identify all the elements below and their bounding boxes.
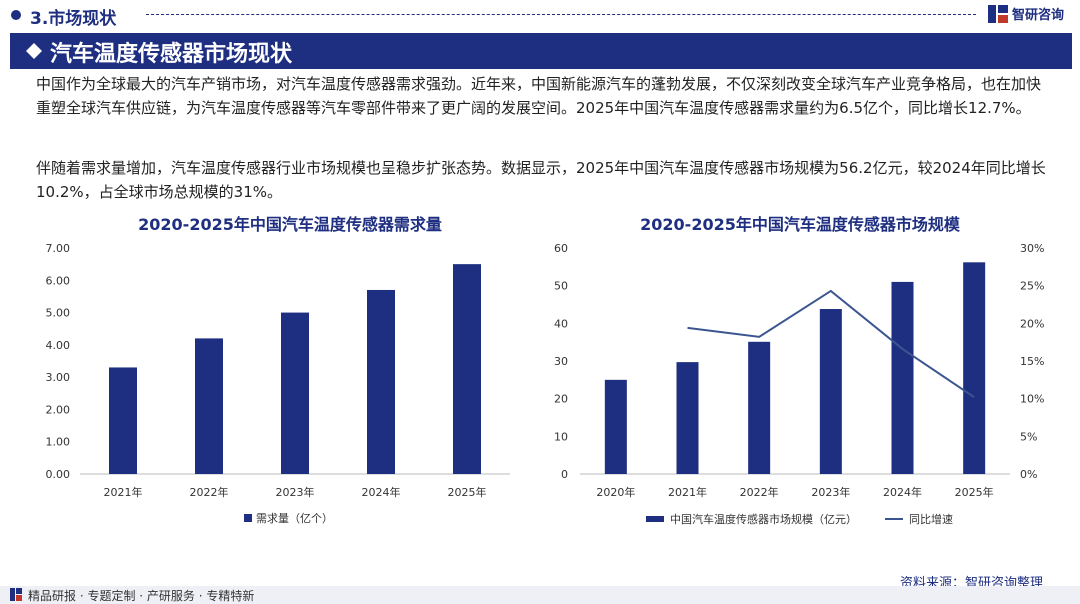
legend-swatch	[244, 514, 252, 522]
title-banner: 汽车温度传感器市场现状	[10, 33, 1072, 69]
y-tick-label: 4.00	[46, 339, 71, 352]
x-tick-label: 2023年	[276, 485, 315, 499]
demand-bar	[453, 264, 481, 474]
diamond-icon	[26, 43, 42, 59]
header-divider	[146, 14, 976, 15]
x-tick-label: 2024年	[362, 485, 401, 499]
section-title: 3.市场现状	[30, 9, 117, 29]
market-size-bar	[963, 262, 986, 474]
logo-mark-icon	[988, 4, 1008, 23]
market-chart-title: 2020-2025年中国汽车温度传感器市场规模	[640, 215, 960, 234]
intro-paragraph-1: 中国作为全球最大的汽车产销市场，对汽车温度传感器需求强劲。近年来，中国新能源汽车…	[36, 75, 1042, 117]
yoy-growth-line	[687, 289, 975, 398]
x-tick-label: 2021年	[104, 485, 143, 499]
y-tick-label: 2.00	[46, 403, 71, 416]
demand-chart-title: 2020-2025年中国汽车温度传感器需求量	[138, 215, 442, 234]
demand-bar	[367, 289, 395, 474]
brand-logo: 智研咨询	[988, 4, 1064, 23]
x-tick-label: 2020年	[596, 485, 635, 499]
y-tick-label: 6.00	[46, 274, 71, 287]
legend-label: 需求量（亿个）	[256, 512, 333, 525]
y-tick-label: 30	[554, 355, 568, 368]
y2-tick-label: 10%	[1020, 393, 1044, 406]
y2-tick-label: 5%	[1020, 430, 1037, 443]
y-tick-label: 0	[561, 468, 568, 481]
legend-label-line: 同比增速	[909, 512, 953, 526]
legend-label-bar: 中国汽车温度传感器市场规模（亿元）	[670, 512, 857, 526]
market-size-bar	[819, 309, 842, 474]
market-size-bar	[676, 362, 699, 474]
y-tick-label: 60	[554, 242, 568, 255]
footer-logo-icon	[10, 588, 22, 601]
y2-tick-label: 15%	[1020, 355, 1044, 368]
bullet-dot-icon	[11, 10, 21, 20]
y-tick-label: 0.00	[46, 468, 71, 481]
y-tick-label: 50	[554, 280, 568, 293]
y-tick-label: 20	[554, 393, 568, 406]
demand-bar-chart: 0.00 1.00 2.00 3.00 4.00 5.00 6.00 7.00 2021年 202…	[46, 242, 510, 525]
y-tick-label: 40	[554, 317, 568, 330]
demand-bar	[195, 338, 223, 474]
x-tick-label: 2021年	[668, 485, 707, 499]
y2-tick-label: 25%	[1020, 280, 1044, 293]
x-tick-label: 2022年	[740, 485, 779, 499]
y2-tick-label: 30%	[1020, 242, 1044, 255]
x-tick-label: 2025年	[448, 485, 487, 499]
x-tick-label: 2024年	[883, 485, 922, 499]
y2-tick-label: 0%	[1020, 468, 1037, 481]
y2-tick-label: 20%	[1020, 317, 1044, 330]
market-size-bar	[891, 281, 914, 474]
x-tick-label: 2023年	[811, 485, 850, 499]
y-tick-label: 7.00	[46, 242, 71, 255]
y-tick-label: 3.00	[46, 371, 71, 384]
demand-bar	[281, 312, 309, 474]
demand-bar	[109, 367, 137, 474]
x-tick-label: 2022年	[190, 485, 229, 499]
market-size-bar	[748, 341, 771, 474]
footer-bar: 精品研报 · 专题定制 · 产研服务 · 专精特新	[0, 586, 1080, 604]
footer-services: 精品研报 · 专题定制 · 产研服务 · 专精特新	[28, 589, 255, 603]
page-title: 汽车温度传感器市场现状	[50, 42, 293, 67]
x-tick-label: 2025年	[955, 485, 994, 499]
y-tick-label: 5.00	[46, 307, 71, 320]
market-size-combo-chart: 0 10 20 30 40 50 60 0% 5% 10% 15% 20% 25% 30% 2020年 202…	[554, 242, 1044, 526]
legend-swatch-bar	[646, 516, 664, 522]
market-size-bar	[604, 379, 627, 474]
logo-text: 智研咨询	[1012, 8, 1065, 23]
intro-paragraph-2: 伴随着需求量增加，汽车温度传感器行业市场规模也呈稳步扩张态势。数据显示，2025…	[36, 159, 1046, 201]
top-bar: 3.市场现状 智研咨询	[0, 0, 1080, 30]
y-tick-label: 10	[554, 430, 568, 443]
y-tick-label: 1.00	[46, 436, 71, 449]
